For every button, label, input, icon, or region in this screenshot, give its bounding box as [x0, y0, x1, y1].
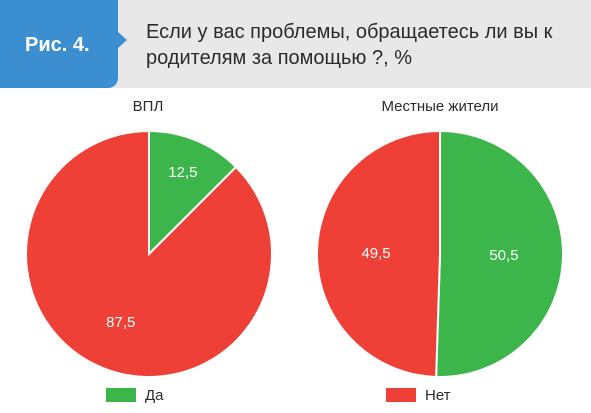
legend-swatch-yes: [106, 388, 136, 402]
legend-label-no: Нет: [425, 386, 451, 404]
figure-badge-notch: [118, 32, 127, 48]
pie-label-vpl-yes: 12,5: [168, 164, 197, 181]
figure-label: Рис. 4.: [25, 34, 90, 56]
pie-slice-vpl-yes: [148, 129, 238, 257]
pie-label-locals-no: 49,5: [361, 245, 390, 262]
figure-title: Если у вас проблемы, обращаетесь ли вы к…: [146, 21, 553, 69]
legend-swatch-no: [386, 388, 416, 402]
chart-title-vpl: ВПЛ: [132, 98, 164, 115]
chart-title-locals: Местные жители: [381, 98, 499, 115]
pie-slice-locals-no: [316, 129, 441, 378]
pie-slice-locals-yes: [435, 129, 564, 378]
legend-item-no: Нет: [386, 386, 451, 404]
pie-slice-vpl-no: [25, 129, 273, 378]
legend-item-yes: Да: [106, 386, 164, 404]
pie-label-vpl-no: 87,5: [106, 314, 135, 331]
figure-badge: Рис. 4.: [0, 0, 118, 88]
legend-label-yes: Да: [145, 386, 164, 404]
pie-label-locals-yes: 50,5: [489, 247, 518, 264]
